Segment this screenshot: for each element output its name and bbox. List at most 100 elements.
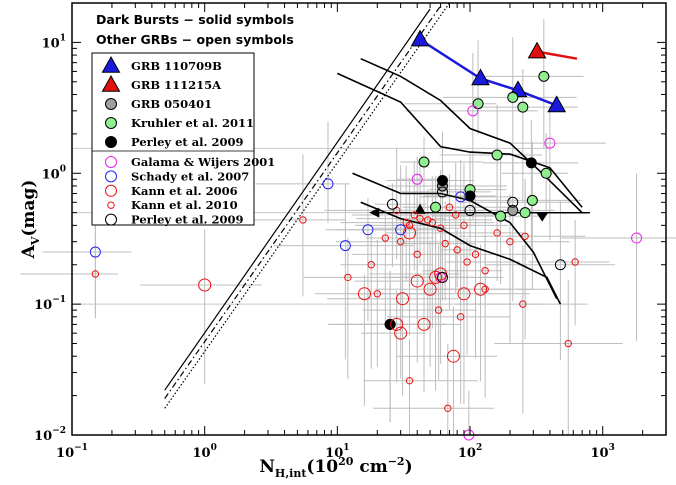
legend-label: Kruhler et al. 2011 (131, 116, 254, 130)
data-point (564, 339, 572, 348)
y-axis-title-unit: (mag) (19, 180, 39, 237)
data-point (344, 273, 352, 282)
x-tick-exp: 3 (609, 443, 615, 453)
legend-marker (105, 156, 117, 168)
data-point-layer (89, 29, 643, 441)
data-point (410, 274, 424, 288)
data-point (453, 246, 461, 254)
x-tick-exp: 2 (476, 443, 482, 453)
legend-label: GRB 110709B (131, 59, 222, 73)
data-point (428, 218, 437, 227)
data-point (471, 68, 490, 86)
data-point (519, 207, 531, 219)
x-tick-base: 10 (325, 446, 343, 461)
y-tick-base: 10 (34, 429, 52, 444)
data-point (446, 349, 460, 363)
annotation-other-grbs: Other GRBs − open symbols (96, 32, 294, 47)
x-tick-base: 10 (591, 446, 609, 461)
x-tick-label: 10−1 (56, 443, 88, 461)
data-point (434, 306, 443, 314)
data-point (89, 246, 101, 258)
data-point (527, 41, 547, 59)
upper-limit-arrow (369, 207, 380, 218)
y-tick-exp: −2 (52, 426, 66, 436)
x-tick-base: 10 (458, 446, 476, 461)
data-point (507, 204, 519, 216)
x-axis-title-unit-sup2: −2 (388, 455, 405, 468)
plot-frame (71, 2, 667, 436)
y-tick-exp: −1 (52, 295, 66, 305)
data-point (394, 326, 408, 340)
legend-marker (107, 201, 115, 209)
legend-marker (105, 184, 117, 197)
data-point (91, 270, 100, 278)
legend-marker (105, 117, 117, 129)
axis-ticks (71, 2, 667, 436)
data-point (396, 292, 410, 306)
data-point (554, 259, 566, 271)
data-point (198, 278, 212, 292)
data-point (571, 258, 579, 266)
x-axis-title-unit: (10 (306, 457, 338, 477)
x-axis-title-main: N (259, 457, 275, 477)
data-point (413, 250, 421, 259)
data-point (322, 178, 334, 190)
x-tick-label: 102 (458, 443, 482, 461)
legend-label: GRB 050401 (131, 97, 212, 111)
legend-label: Kann et al. 2006 (131, 184, 238, 198)
series-line (419, 38, 558, 107)
data-point (403, 226, 417, 240)
x-axis-title-sub: H,int (275, 467, 307, 480)
data-point (525, 157, 537, 169)
data-point (526, 194, 538, 206)
data-point (538, 70, 550, 82)
data-point (384, 318, 396, 330)
data-point (456, 313, 465, 321)
upper-limit-marker (414, 203, 426, 214)
data-point (390, 317, 404, 331)
data-point (491, 149, 503, 161)
data-point (452, 211, 460, 219)
data-point (517, 101, 529, 113)
data-point (430, 201, 442, 213)
legend-label: Kann et al. 2010 (131, 198, 238, 212)
data-point (357, 287, 371, 301)
y-tick-label: 100 (42, 164, 66, 182)
x-tick-label: 100 (192, 443, 216, 461)
data-point (471, 250, 480, 259)
data-point (416, 214, 424, 223)
data-point (467, 105, 479, 117)
data-point (460, 221, 468, 230)
data-point (493, 229, 501, 237)
data-point (395, 224, 407, 236)
data-point (410, 211, 418, 219)
x-axis-title-unit-tail: cm (353, 457, 387, 477)
legend-items: GRB 110709B GRB 111215A GRB 050401 Kruhler … (101, 55, 275, 227)
data-point (436, 175, 448, 187)
data-point (507, 91, 519, 103)
data-point (481, 285, 489, 293)
legend-marker (101, 55, 121, 73)
data-point (436, 224, 445, 232)
y-axis-title-sub: V (29, 236, 42, 246)
data-point (457, 287, 471, 301)
y-tick-base: 10 (42, 167, 60, 182)
data-point (444, 404, 452, 412)
legend-label: Perley et al. 2009 (131, 135, 244, 149)
data-point (521, 232, 529, 240)
x-tick-exp: 1 (343, 443, 349, 453)
legend-marker (105, 170, 117, 183)
data-point (481, 267, 489, 275)
annotation-dark-bursts: Dark Bursts − solid symbols (96, 12, 294, 27)
reference-diagonal-dashdot (164, 5, 442, 399)
y-axis-title-main: A (19, 244, 39, 259)
data-point (441, 239, 449, 248)
data-point (423, 282, 437, 296)
y-tick-base: 10 (34, 298, 52, 313)
reference-diagonal-solid (164, 8, 431, 391)
legend-label: Schady et al. 2007 (131, 169, 249, 183)
x-tick-base: 10 (192, 446, 210, 461)
legend-marker (105, 213, 117, 226)
